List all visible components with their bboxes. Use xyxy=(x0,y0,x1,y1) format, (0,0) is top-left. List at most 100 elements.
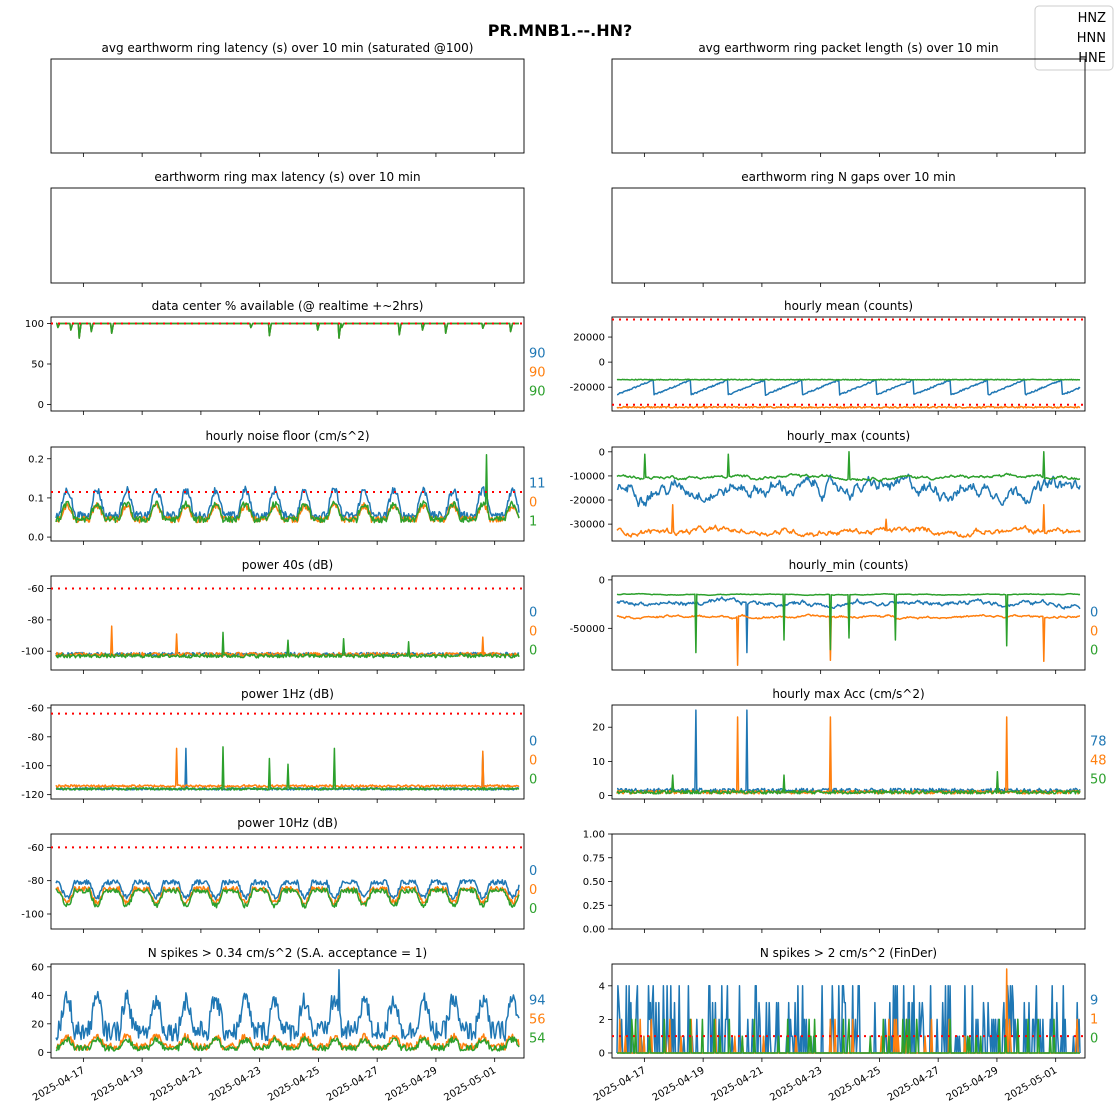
plot-area xyxy=(51,454,524,524)
legend-entry: HNE xyxy=(1078,51,1106,66)
plot-area xyxy=(51,846,524,909)
last-value-label: 48 xyxy=(1090,753,1107,768)
y-tick-label: 0.2 xyxy=(28,454,44,465)
last-value-label: 54 xyxy=(529,1031,546,1046)
y-tick-label: 0 xyxy=(599,1048,605,1059)
y-tick-label: 0.25 xyxy=(583,901,605,912)
panel-p_blank: 0.00 0.25 0.50 0.75 1.00 xyxy=(583,830,1086,936)
panels: avg earthworm ring latency (s) over 10 m… xyxy=(21,41,1106,1104)
last-value-label: 90 xyxy=(529,365,546,380)
panel-p_mean: hourly mean (counts) -20000 0 20000 xyxy=(570,299,1086,415)
axes-frame xyxy=(611,187,1086,284)
last-value-label: 1 xyxy=(529,514,537,529)
plot-area xyxy=(616,451,1081,539)
panel-title: hourly_max (counts) xyxy=(787,429,910,443)
last-value-label: 0 xyxy=(529,864,537,879)
last-value-label: 0 xyxy=(529,643,537,658)
panel-p_acc: hourly max Acc (cm/s^2) 0 10 20 78 48 50 xyxy=(592,687,1107,803)
legend-box xyxy=(1034,5,1114,71)
last-value-label: 0 xyxy=(1090,624,1098,639)
series-line-HNN xyxy=(616,405,1081,409)
series-line-HNE xyxy=(616,592,1081,654)
y-tick-label: 20 xyxy=(592,723,605,734)
axes-frame xyxy=(50,187,525,284)
series-line-HNE xyxy=(55,454,520,524)
plot-area xyxy=(612,318,1085,409)
series-line-HNE xyxy=(616,451,1081,483)
series-line-HNE xyxy=(616,378,1081,381)
panel-p_avgpkt: avg earthworm ring packet length (s) ove… xyxy=(611,41,1086,157)
x-tick-label: 2025-04-17 xyxy=(31,1065,87,1104)
panel-title: N spikes > 0.34 cm/s^2 (S.A. acceptance … xyxy=(148,946,427,960)
x-tick-label: 2025-04-23 xyxy=(768,1065,824,1104)
x-tick-label: 2025-04-21 xyxy=(149,1065,205,1104)
y-tick-label: -60 xyxy=(28,584,44,595)
y-tick-label: 0.1 xyxy=(28,493,44,504)
panel-p_maxlat: earthworm ring max latency (s) over 10 m… xyxy=(50,170,525,287)
y-tick-label: 0 xyxy=(599,575,605,586)
series-line-HNE xyxy=(617,1018,1080,1054)
last-value-label: 90 xyxy=(529,346,546,361)
x-tick-label: 2025-04-25 xyxy=(827,1065,883,1104)
series-line-HNZ xyxy=(55,879,520,901)
y-tick-label: 4 xyxy=(599,981,605,992)
panel-title: N spikes > 2 cm/s^2 (FinDer) xyxy=(760,946,937,960)
series-line-HNE xyxy=(56,322,519,339)
last-value-label: 0 xyxy=(529,902,537,917)
y-tick-label: 20 xyxy=(31,1019,44,1030)
panel-title: hourly max Acc (cm/s^2) xyxy=(772,687,924,701)
last-value-label: 0 xyxy=(1090,1031,1098,1046)
y-tick-label: 0 xyxy=(38,1048,44,1059)
last-value-label: 0 xyxy=(529,772,537,787)
series-line-HNE xyxy=(55,887,520,909)
axes-frame xyxy=(50,316,525,412)
y-tick-label: 2 xyxy=(599,1015,605,1026)
axes-frame xyxy=(611,833,1086,930)
series-line-HNN xyxy=(616,504,1081,539)
series-line-HNZ xyxy=(616,473,1081,508)
panel-title: hourly noise floor (cm/s^2) xyxy=(205,429,369,443)
last-value-label: 0 xyxy=(529,734,537,749)
series-line-HNE xyxy=(616,770,1081,795)
y-tick-label: 0.50 xyxy=(583,877,605,888)
axes-frame xyxy=(611,446,1086,542)
series-line-HNN xyxy=(616,716,1081,795)
x-tick-label: 2025-04-19 xyxy=(651,1065,707,1104)
last-value-label: 78 xyxy=(1090,734,1107,749)
plot-area xyxy=(616,592,1081,666)
panel-p_max: hourly_max (counts) -30000 -20000 -10000 0 xyxy=(570,429,1086,545)
x-tick-label: 2025-04-19 xyxy=(90,1065,146,1104)
last-value-label: 94 xyxy=(529,993,546,1008)
plot-area xyxy=(51,322,524,339)
last-value-label: 0 xyxy=(1090,643,1098,658)
panel-p_spk034: N spikes > 0.34 cm/s^2 (S.A. acceptance … xyxy=(31,946,546,1104)
x-tick-label: 2025-04-23 xyxy=(207,1065,263,1104)
figure-title: PR.MNB1.--.HN? xyxy=(488,21,633,40)
last-value-label: 0 xyxy=(529,753,537,768)
y-tick-label: -100 xyxy=(21,761,44,772)
y-tick-label: -120 xyxy=(21,790,44,801)
y-tick-label: -20000 xyxy=(570,496,605,507)
x-tick-label: 2025-04-29 xyxy=(384,1065,440,1104)
y-tick-label: 1.00 xyxy=(583,830,605,841)
panel-title: avg earthworm ring packet length (s) ove… xyxy=(698,41,998,55)
last-value-label: 56 xyxy=(529,1012,546,1027)
panel-title: power 40s (dB) xyxy=(242,558,333,572)
last-value-label: 0 xyxy=(529,883,537,898)
last-value-label: 90 xyxy=(529,384,546,399)
last-value-label: 1 xyxy=(1090,1012,1098,1027)
axes-frame xyxy=(611,704,1086,800)
panel-title: power 10Hz (dB) xyxy=(237,816,338,830)
last-value-label: 50 xyxy=(1090,772,1107,787)
plot-area xyxy=(612,968,1085,1054)
plot-area xyxy=(616,709,1081,795)
plot-area xyxy=(51,587,524,659)
last-value-label: 0 xyxy=(529,624,537,639)
series-line-HNZ xyxy=(56,322,519,339)
last-value-label: 11 xyxy=(529,476,546,491)
axes-frame xyxy=(611,58,1086,154)
panel-p_p40: power 40s (dB) -100 -80 -60 0 0 0 xyxy=(21,558,537,674)
last-value-label: 0 xyxy=(529,495,537,510)
series-line-HNE xyxy=(55,746,520,791)
